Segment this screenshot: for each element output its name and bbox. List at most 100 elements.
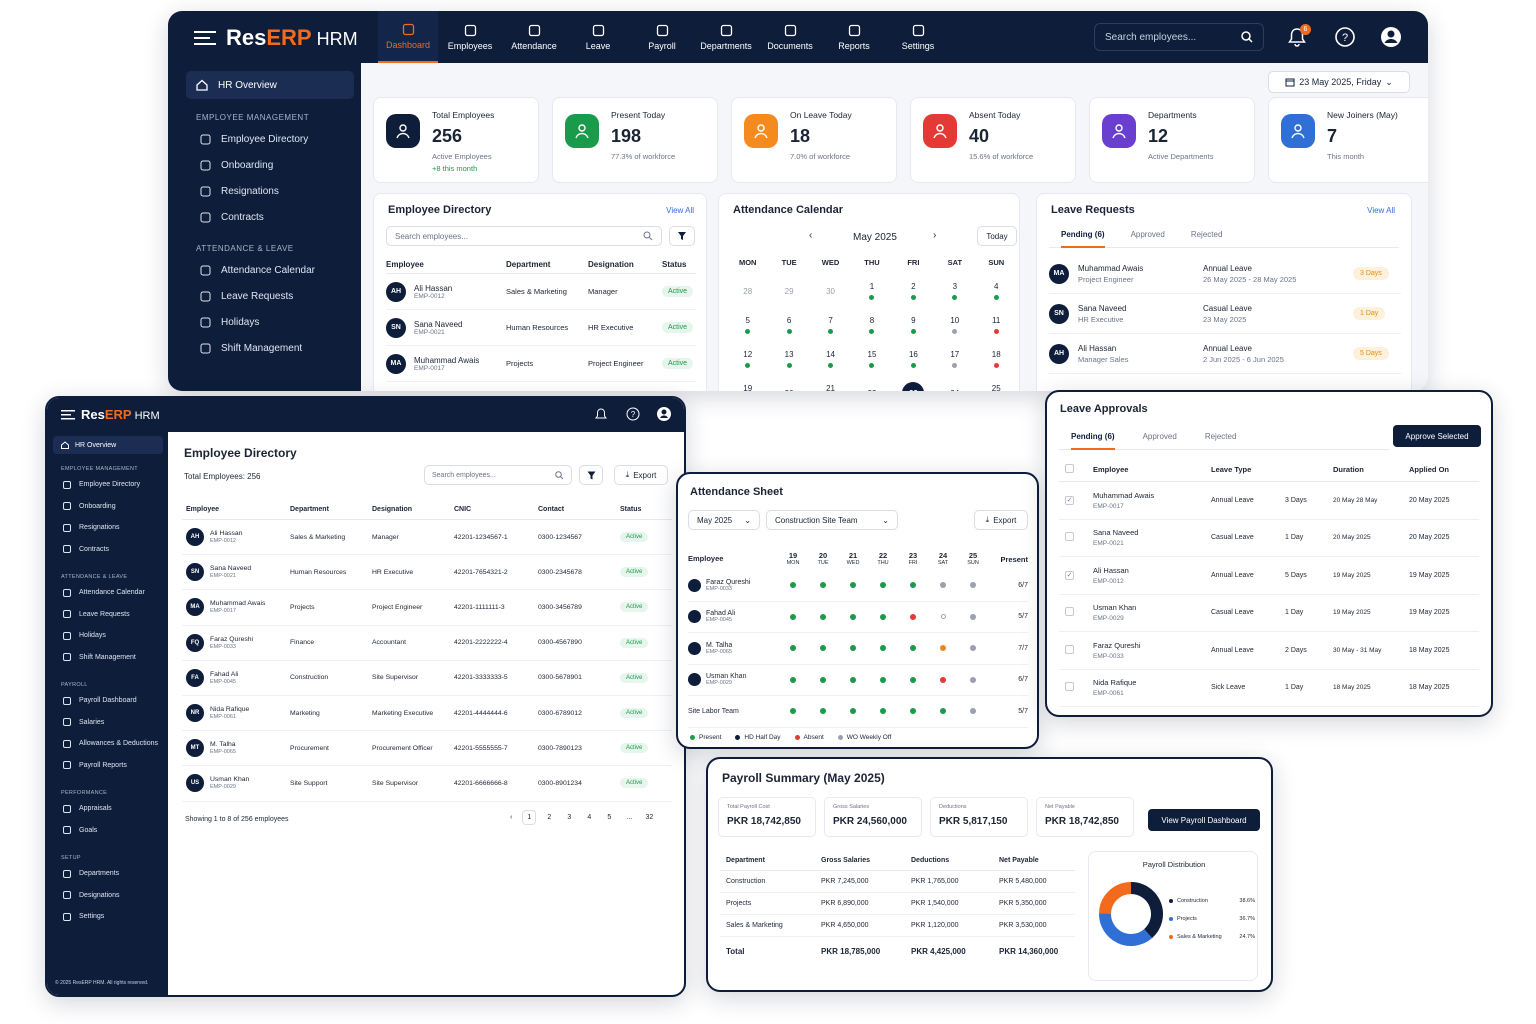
- today-button[interactable]: Today: [977, 226, 1017, 246]
- payroll-row[interactable]: Projects PKR 6,890,000 PKR 1,540,000 PKR 5,…: [720, 893, 1075, 915]
- sidebar-item-shift-management[interactable]: Shift Management: [186, 335, 356, 361]
- sidebar-item-settings[interactable]: Settings: [51, 906, 167, 928]
- table-row[interactable]: AH Ali Hassan EMP-0012 Sales & Marketing Man…: [386, 274, 696, 310]
- calendar-day[interactable]: 3: [934, 282, 975, 300]
- menu-icon[interactable]: [194, 31, 216, 45]
- sidebar-item-holidays[interactable]: Holidays: [51, 625, 167, 647]
- calendar-day[interactable]: 4: [976, 282, 1017, 300]
- attendance-cell[interactable]: [868, 582, 898, 589]
- calendar-day[interactable]: 5: [727, 316, 768, 334]
- sidebar-item-contracts[interactable]: Contracts: [186, 204, 356, 230]
- attendance-cell[interactable]: [958, 708, 988, 715]
- nav-documents[interactable]: Documents: [758, 11, 822, 63]
- calendar-day[interactable]: 23: [893, 382, 934, 391]
- table-row[interactable]: SN Sana Naveed EMP-0021 Human Resources HR E…: [182, 555, 672, 591]
- calendar-day[interactable]: 9: [893, 316, 934, 334]
- attendance-cell[interactable]: [868, 708, 898, 715]
- tab-rejected[interactable]: Rejected: [1204, 432, 1237, 441]
- table-row[interactable]: NR Nida Rafique EMP-0061 Marketing Marketing…: [182, 696, 672, 732]
- approve-selected-button[interactable]: Approve Selected: [1393, 425, 1481, 447]
- user-avatar-icon[interactable]: [657, 407, 671, 421]
- sidebar-item-payroll-dashboard[interactable]: Payroll Dashboard: [51, 690, 167, 712]
- sidebar-item-employee-directory[interactable]: Employee Directory: [51, 474, 167, 496]
- header-search[interactable]: Search employees...: [1094, 23, 1264, 51]
- sheet-row[interactable]: Fahad Ali EMP-0045 5/7: [688, 602, 1028, 633]
- attendance-cell[interactable]: [838, 645, 868, 652]
- checkbox[interactable]: ✓: [1065, 495, 1074, 505]
- attendance-cell[interactable]: [838, 613, 868, 620]
- checkbox[interactable]: [1065, 682, 1074, 692]
- sidebar-item-appraisals[interactable]: Appraisals: [51, 798, 167, 820]
- leave-request-row[interactable]: AH Ali Hassan Manager Sales Annual Leave 2 J…: [1049, 334, 1401, 374]
- sidebar-item-goals[interactable]: Goals: [51, 820, 167, 842]
- attendance-cell[interactable]: [778, 708, 808, 715]
- attendance-cell[interactable]: [808, 708, 838, 715]
- table-row[interactable]: SN Sana Naveed EMP-0021 Human Resources HR E…: [386, 310, 696, 346]
- checkbox[interactable]: ✓: [1065, 570, 1074, 580]
- nav-settings[interactable]: Settings: [886, 11, 950, 63]
- calendar-day[interactable]: 1: [851, 282, 892, 300]
- sheet-row[interactable]: Usman Khan EMP-0029 6/7: [688, 665, 1028, 696]
- sidebar-item-departments[interactable]: Departments: [51, 863, 167, 885]
- attendance-cell[interactable]: [898, 582, 928, 589]
- sidebar-item-resignations[interactable]: Resignations: [51, 517, 167, 539]
- export-button[interactable]: ⤓ Export: [974, 510, 1028, 530]
- help-icon[interactable]: ?: [626, 407, 640, 421]
- calendar-day[interactable]: 30: [810, 287, 851, 296]
- table-row[interactable]: MT M. Talha EMP-0065 Procurement Procurement…: [182, 731, 672, 767]
- sidebar-item-onboarding[interactable]: Onboarding: [186, 152, 356, 178]
- sidebar-item-attendance-calendar[interactable]: Attendance Calendar: [186, 257, 356, 283]
- checkbox[interactable]: [1065, 464, 1074, 473]
- attendance-cell[interactable]: [868, 676, 898, 683]
- nav-employees[interactable]: Employees: [438, 11, 502, 63]
- search-input[interactable]: Search employees...: [386, 226, 662, 246]
- view-payroll-dashboard-button[interactable]: View Payroll Dashboard: [1148, 809, 1260, 831]
- calendar-day[interactable]: 21: [810, 384, 851, 391]
- payroll-row[interactable]: Construction PKR 7,245,000 PKR 1,765,000 PK…: [720, 871, 1075, 893]
- view-all-link[interactable]: View All: [1367, 206, 1395, 215]
- menu-icon[interactable]: [61, 410, 75, 420]
- table-row[interactable]: MA Muhammad Awais EMP-0017 Projects Project …: [386, 346, 696, 382]
- view-all-link[interactable]: View All: [666, 206, 694, 215]
- page-button[interactable]: 32: [645, 814, 654, 821]
- attendance-cell[interactable]: [928, 582, 958, 589]
- checkbox[interactable]: [1065, 607, 1074, 617]
- help-icon[interactable]: ?: [1334, 26, 1356, 48]
- calendar-day[interactable]: 12: [727, 350, 768, 368]
- export-button[interactable]: ⤓ Export: [614, 465, 668, 485]
- attendance-cell[interactable]: [958, 613, 988, 620]
- approval-row[interactable]: ✓ Muhammad Awais EMP-0017 Annual Leave 3 Day…: [1059, 482, 1479, 520]
- leave-request-row[interactable]: MA Muhammad Awais Project Engineer Annual L…: [1049, 254, 1401, 294]
- calendar-day[interactable]: 7: [810, 316, 851, 334]
- approval-row[interactable]: Nida Rafique EMP-0061 Sick Leave 1 Day 18 Ma…: [1059, 670, 1479, 707]
- sidebar-item-hr-overview[interactable]: HR Overview: [186, 71, 354, 99]
- attendance-cell[interactable]: [778, 613, 808, 620]
- tab-pending-6[interactable]: Pending (6): [1061, 230, 1105, 248]
- sidebar-item-contracts[interactable]: Contracts: [51, 539, 167, 561]
- calendar-day[interactable]: 28: [727, 287, 768, 296]
- attendance-cell[interactable]: [808, 613, 838, 620]
- date-selector[interactable]: 23 May 2025, Friday ⌄: [1268, 71, 1410, 93]
- table-row[interactable]: US Usman Khan EMP-0029 Site Support Site Sup…: [182, 766, 672, 802]
- calendar-day[interactable]: 22: [851, 389, 892, 392]
- page-button[interactable]: 4: [587, 814, 592, 821]
- sheet-row[interactable]: Faraz Qureshi EMP-0033 6/7: [688, 570, 1028, 602]
- sidebar-item-leave-requests[interactable]: Leave Requests: [186, 283, 356, 309]
- calendar-day[interactable]: 16: [893, 350, 934, 368]
- sheet-row[interactable]: Site Labor Team 5/7: [688, 696, 1028, 728]
- filter-button[interactable]: [669, 226, 695, 246]
- calendar-day[interactable]: 15: [851, 350, 892, 368]
- leave-request-row[interactable]: SN Sana Naveed HR Executive Casual Leave 23 …: [1049, 294, 1401, 334]
- approval-row[interactable]: Usman Khan EMP-0029 Casual Leave 1 Day 19 Ma…: [1059, 595, 1479, 632]
- calendar-day[interactable]: 19: [727, 384, 768, 391]
- calendar-day[interactable]: 13: [768, 350, 809, 368]
- sidebar-item-payroll-reports[interactable]: Payroll Reports: [51, 755, 167, 777]
- page-button[interactable]: 3: [567, 814, 572, 821]
- sidebar-item-attendance-calendar[interactable]: Attendance Calendar: [51, 582, 167, 604]
- nav-attendance[interactable]: Attendance: [502, 11, 566, 63]
- calendar-day[interactable]: 6: [768, 316, 809, 334]
- sidebar-item-salaries[interactable]: Salaries: [51, 712, 167, 734]
- sidebar-item-designations[interactable]: Designations: [51, 885, 167, 907]
- tab-approved[interactable]: Approved: [1142, 432, 1177, 441]
- attendance-cell[interactable]: [928, 676, 958, 683]
